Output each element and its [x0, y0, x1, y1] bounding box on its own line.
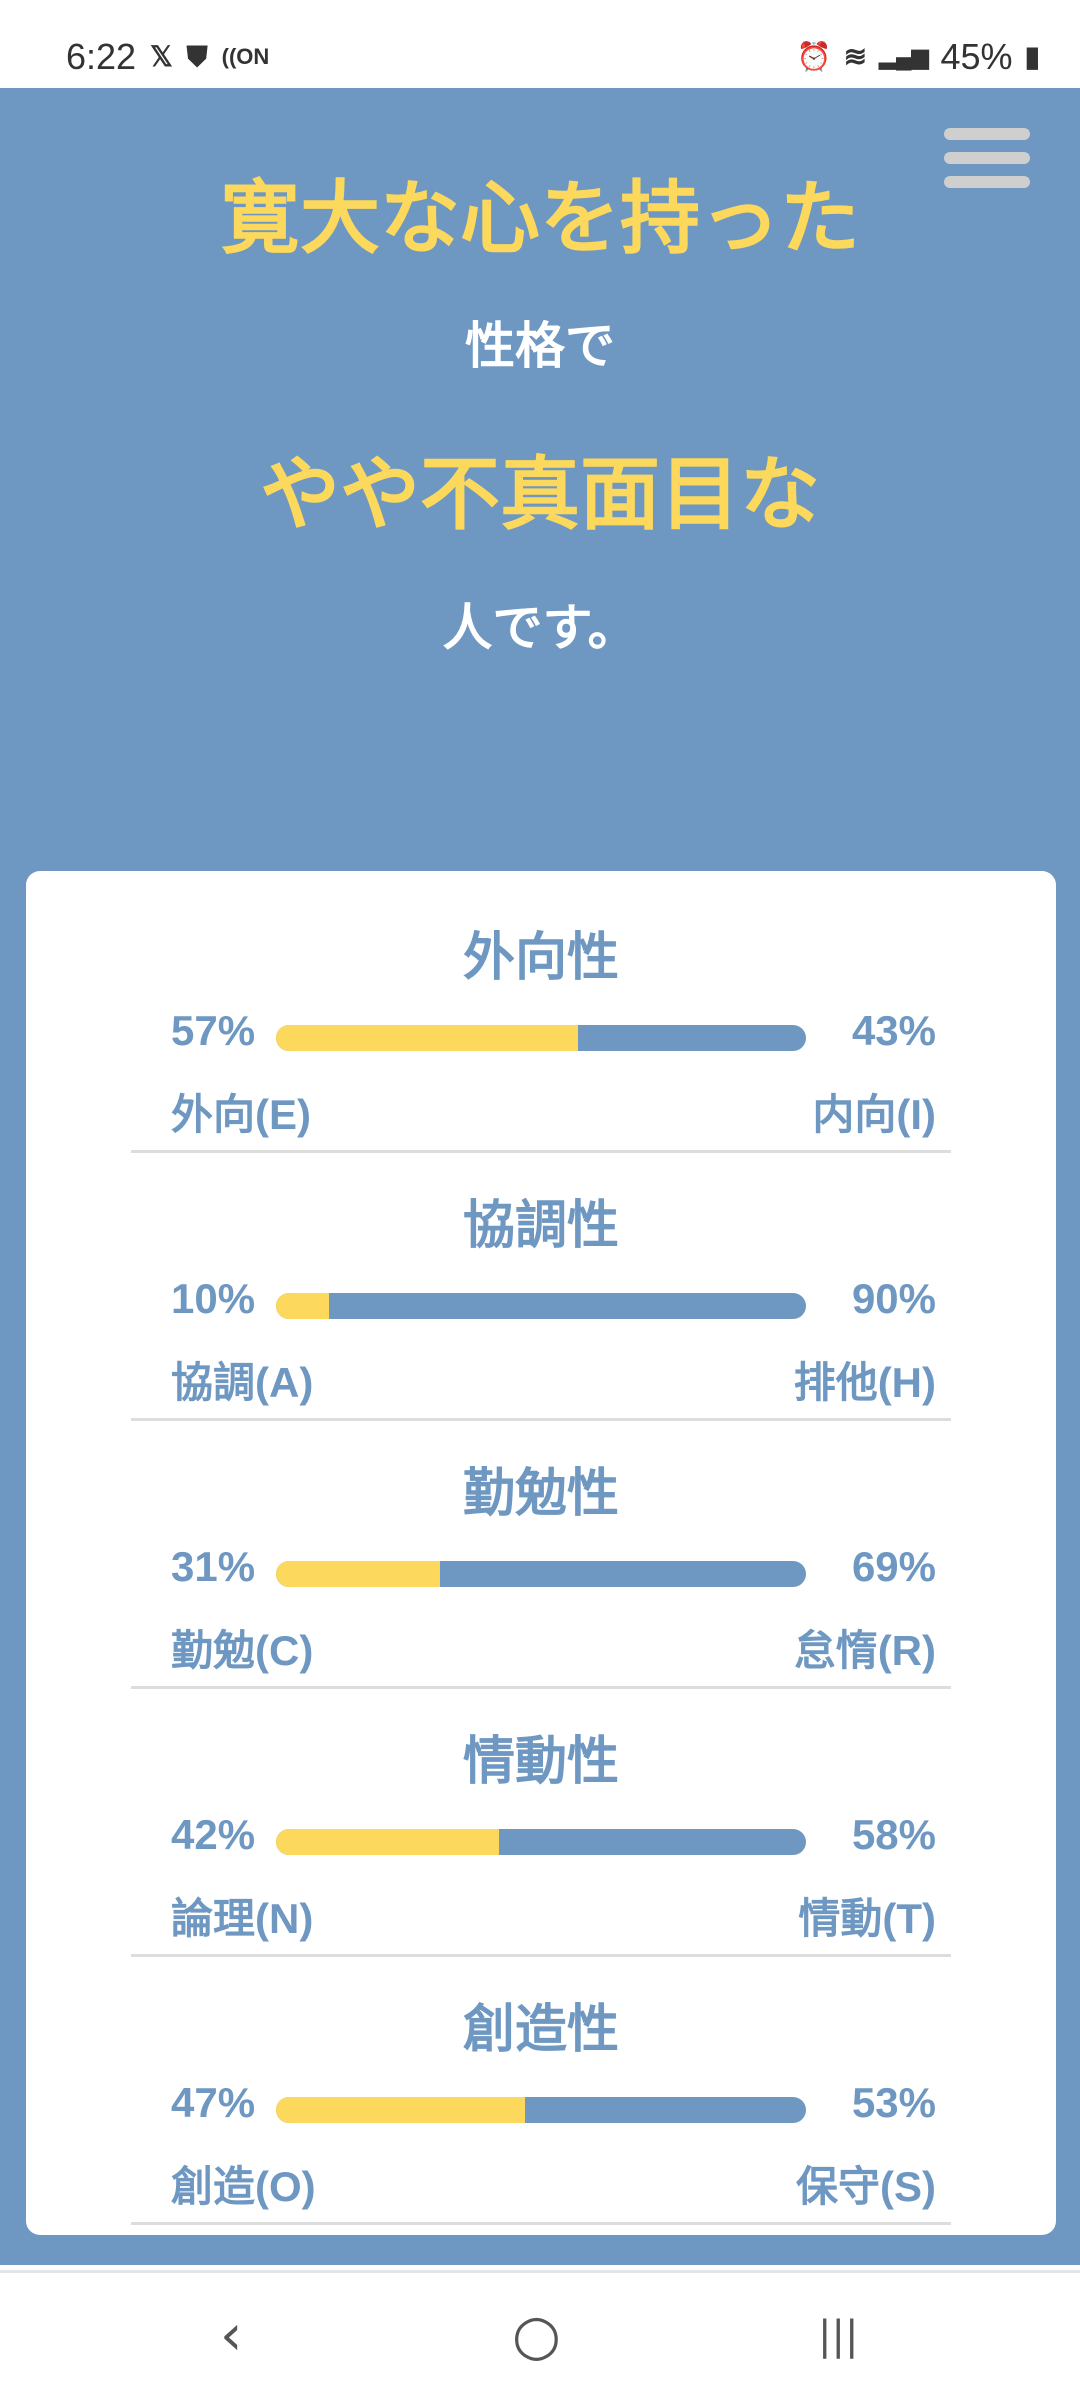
hamburger-menu-icon[interactable] — [944, 128, 1030, 200]
trait-bar — [276, 1829, 806, 1855]
right-percent: 90% — [851, 1275, 936, 1322]
right-percent: 53% — [851, 2079, 936, 2126]
trait-section: 勤勉性 31% 69% 勤勉(C) 怠惰(R) — [131, 1421, 951, 1689]
result-line-2: 性格で — [465, 317, 615, 375]
right-label: 情動(T) — [798, 1895, 936, 1942]
trait-bar-fill — [276, 1561, 441, 1587]
x-icon: 𝕏 — [150, 41, 173, 72]
trait-bar-fill — [276, 2097, 526, 2123]
left-percent: 57% — [171, 1007, 256, 1054]
left-percent: 31% — [171, 1543, 256, 1590]
trait-section: 情動性 42% 58% 論理(N) 情動(T) — [131, 1689, 951, 1957]
wifi-icon: ≋ — [843, 41, 868, 72]
right-percent: 69% — [851, 1543, 936, 1590]
left-percent: 42% — [171, 1811, 256, 1858]
trait-bar — [276, 1293, 806, 1319]
trait-title: 協調性 — [462, 1197, 619, 1255]
trait-title: 創造性 — [462, 2001, 619, 2059]
trait-bar-fill — [276, 1025, 579, 1051]
trait-title: 情動性 — [462, 1733, 619, 1791]
alarm-icon: ⏰ — [796, 41, 832, 72]
trait-title: 勤勉性 — [462, 1465, 619, 1523]
left-label: 論理(N) — [171, 1895, 314, 1942]
status-right: ⏰ ≋ ▂▄▆ 45% ▮ — [797, 36, 1040, 78]
home-icon[interactable]: ○ — [512, 2303, 561, 2368]
result-line-4: 人です。 — [442, 599, 638, 657]
trait-bar — [276, 1561, 806, 1587]
trait-title: 外向性 — [462, 929, 619, 987]
trait-section: 協調性 10% 90% 協調(A) 排他(H) — [131, 1153, 951, 1421]
recents-icon[interactable]: ||| — [818, 2313, 859, 2359]
left-percent: 10% — [171, 1275, 256, 1322]
right-percent: 43% — [851, 1007, 936, 1054]
shield-check-icon: ⛊ — [186, 41, 208, 72]
navigation-bar: ‹ ○ ||| — [0, 2270, 1080, 2400]
clock: 6:22 — [66, 36, 137, 77]
traits-card: 外向性 57% 43% 外向(E) 内向(I) 協調性 10% 90% 協調(A)… — [26, 871, 1056, 2235]
left-label: 協調(A) — [171, 1359, 314, 1406]
right-label: 排他(H) — [793, 1359, 936, 1406]
result-line-3: やや不真面目な — [260, 448, 820, 541]
back-icon[interactable]: ‹ — [220, 2303, 243, 2368]
right-label: 保守(S) — [796, 2163, 936, 2210]
trait-section: 外向性 57% 43% 外向(E) 内向(I) — [131, 885, 951, 1153]
trait-bar-fill — [276, 1829, 499, 1855]
trait-bar — [276, 2097, 806, 2123]
left-label: 創造(O) — [171, 2163, 316, 2210]
nfc-on-icon: ((ON — [221, 44, 270, 69]
right-label: 内向(I) — [812, 1091, 936, 1138]
signal-icon: ▂▄▆ — [879, 44, 929, 69]
trait-bar-fill — [276, 1293, 329, 1319]
status-bar: 6:22 𝕏 ⛊ ((ON ⏰ ≋ ▂▄▆ 45% ▮ — [0, 0, 1080, 88]
left-label: 勤勉(C) — [171, 1627, 314, 1674]
trait-bar — [276, 1025, 806, 1051]
right-label: 怠惰(R) — [793, 1627, 936, 1674]
left-percent: 47% — [171, 2079, 256, 2126]
left-label: 外向(E) — [171, 1091, 311, 1138]
right-percent: 58% — [851, 1811, 936, 1858]
trait-section: 創造性 47% 53% 創造(O) 保守(S) — [131, 1957, 951, 2225]
status-left: 6:22 𝕏 ⛊ ((ON — [66, 36, 269, 78]
battery-icon: ▮ — [1024, 41, 1040, 72]
result-line-1: 寛大な心を持った — [220, 172, 860, 265]
battery-level: 45% — [940, 36, 1013, 77]
